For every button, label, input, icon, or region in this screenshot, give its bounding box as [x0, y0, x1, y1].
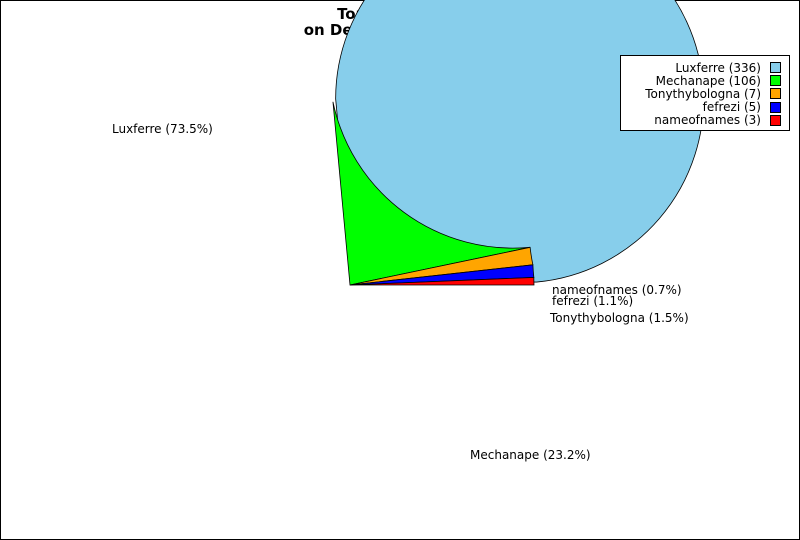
legend-swatch [770, 75, 781, 87]
slice-label-nameofnames: nameofnames (0.7%) [552, 283, 682, 297]
pie-slice-luxferre [335, 0, 705, 283]
legend-item-tonythybologna: Tonythybologna (7) [645, 86, 781, 101]
legend-swatch [770, 101, 781, 113]
legend-label: Tonythybologna (7) [645, 86, 761, 101]
legend-swatch [770, 62, 781, 73]
legend-item-nameofnames: nameofnames (3) [654, 113, 781, 128]
slice-label-fefrezi: fefrezi (1.1%) [552, 294, 633, 308]
legend-item-mechanape: Mechanape (106) [655, 73, 781, 88]
legend-item-fefrezi: fefrezi (5) [702, 100, 781, 115]
slice-label-mechanape: Mechanape (23.2%) [470, 448, 591, 462]
legend-swatch [770, 88, 781, 100]
legend-label: Luxferre (336) [675, 60, 761, 75]
pie-slice-mechanape [332, 101, 531, 286]
slice-label-tonythybologna: Tonythybologna (1.5%) [549, 311, 689, 325]
slice-label-luxferre: Luxferre (73.5%) [112, 122, 213, 136]
legend: Luxferre (336) Mechanape (106) Tonythybolo… [620, 55, 790, 131]
legend-label: Mechanape (106) [655, 73, 761, 88]
legend-item-luxferre: Luxferre (336) [675, 60, 781, 75]
legend-label: fefrezi (5) [702, 100, 761, 115]
pie-slice-nameofnames [349, 276, 535, 286]
legend-swatch [770, 114, 781, 126]
legend-label: nameofnames (3) [654, 113, 761, 128]
